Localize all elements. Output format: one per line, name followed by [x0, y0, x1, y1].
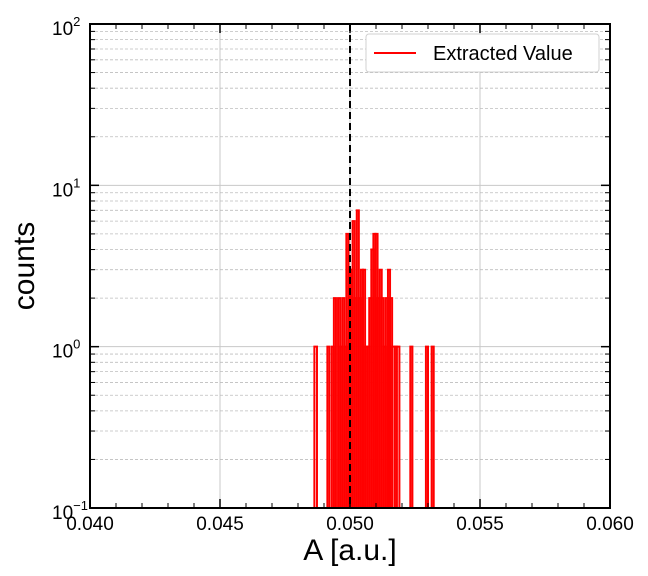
histogram-bin [424, 345, 429, 508]
x-tick-label: 0.045 [196, 514, 244, 535]
y-tick-label: 101 [52, 175, 80, 201]
histogram-bin [326, 345, 331, 508]
x-tick-label: 0.060 [586, 514, 634, 535]
y-tick-label: 102 [52, 14, 80, 40]
histogram-series [313, 209, 435, 508]
histogram-bin [430, 345, 435, 508]
x-axis-title: A [a.u.] [303, 534, 396, 567]
y-tick-label: 10−1 [52, 498, 88, 524]
x-tick-label: 0.050 [326, 514, 374, 535]
histogram-bin [395, 345, 401, 508]
histogram-bin [409, 345, 414, 508]
histogram-bin [332, 297, 337, 508]
axis-ticks [89, 23, 611, 509]
x-tick-label: 0.040 [66, 514, 114, 535]
legend: Extracted Value [365, 33, 600, 73]
x-tick-label: 0.055 [456, 514, 504, 535]
x-tick-labels: 0.040 0.045 0.050 0.055 0.060 [66, 514, 634, 535]
y-tick-labels: 10−1 100 101 102 [52, 14, 88, 524]
legend-label: Extracted Value [433, 43, 573, 65]
y-axis-title: counts [8, 222, 41, 310]
legend-box [365, 33, 600, 73]
histogram-bin [313, 345, 318, 508]
y-tick-label: 100 [52, 337, 80, 363]
